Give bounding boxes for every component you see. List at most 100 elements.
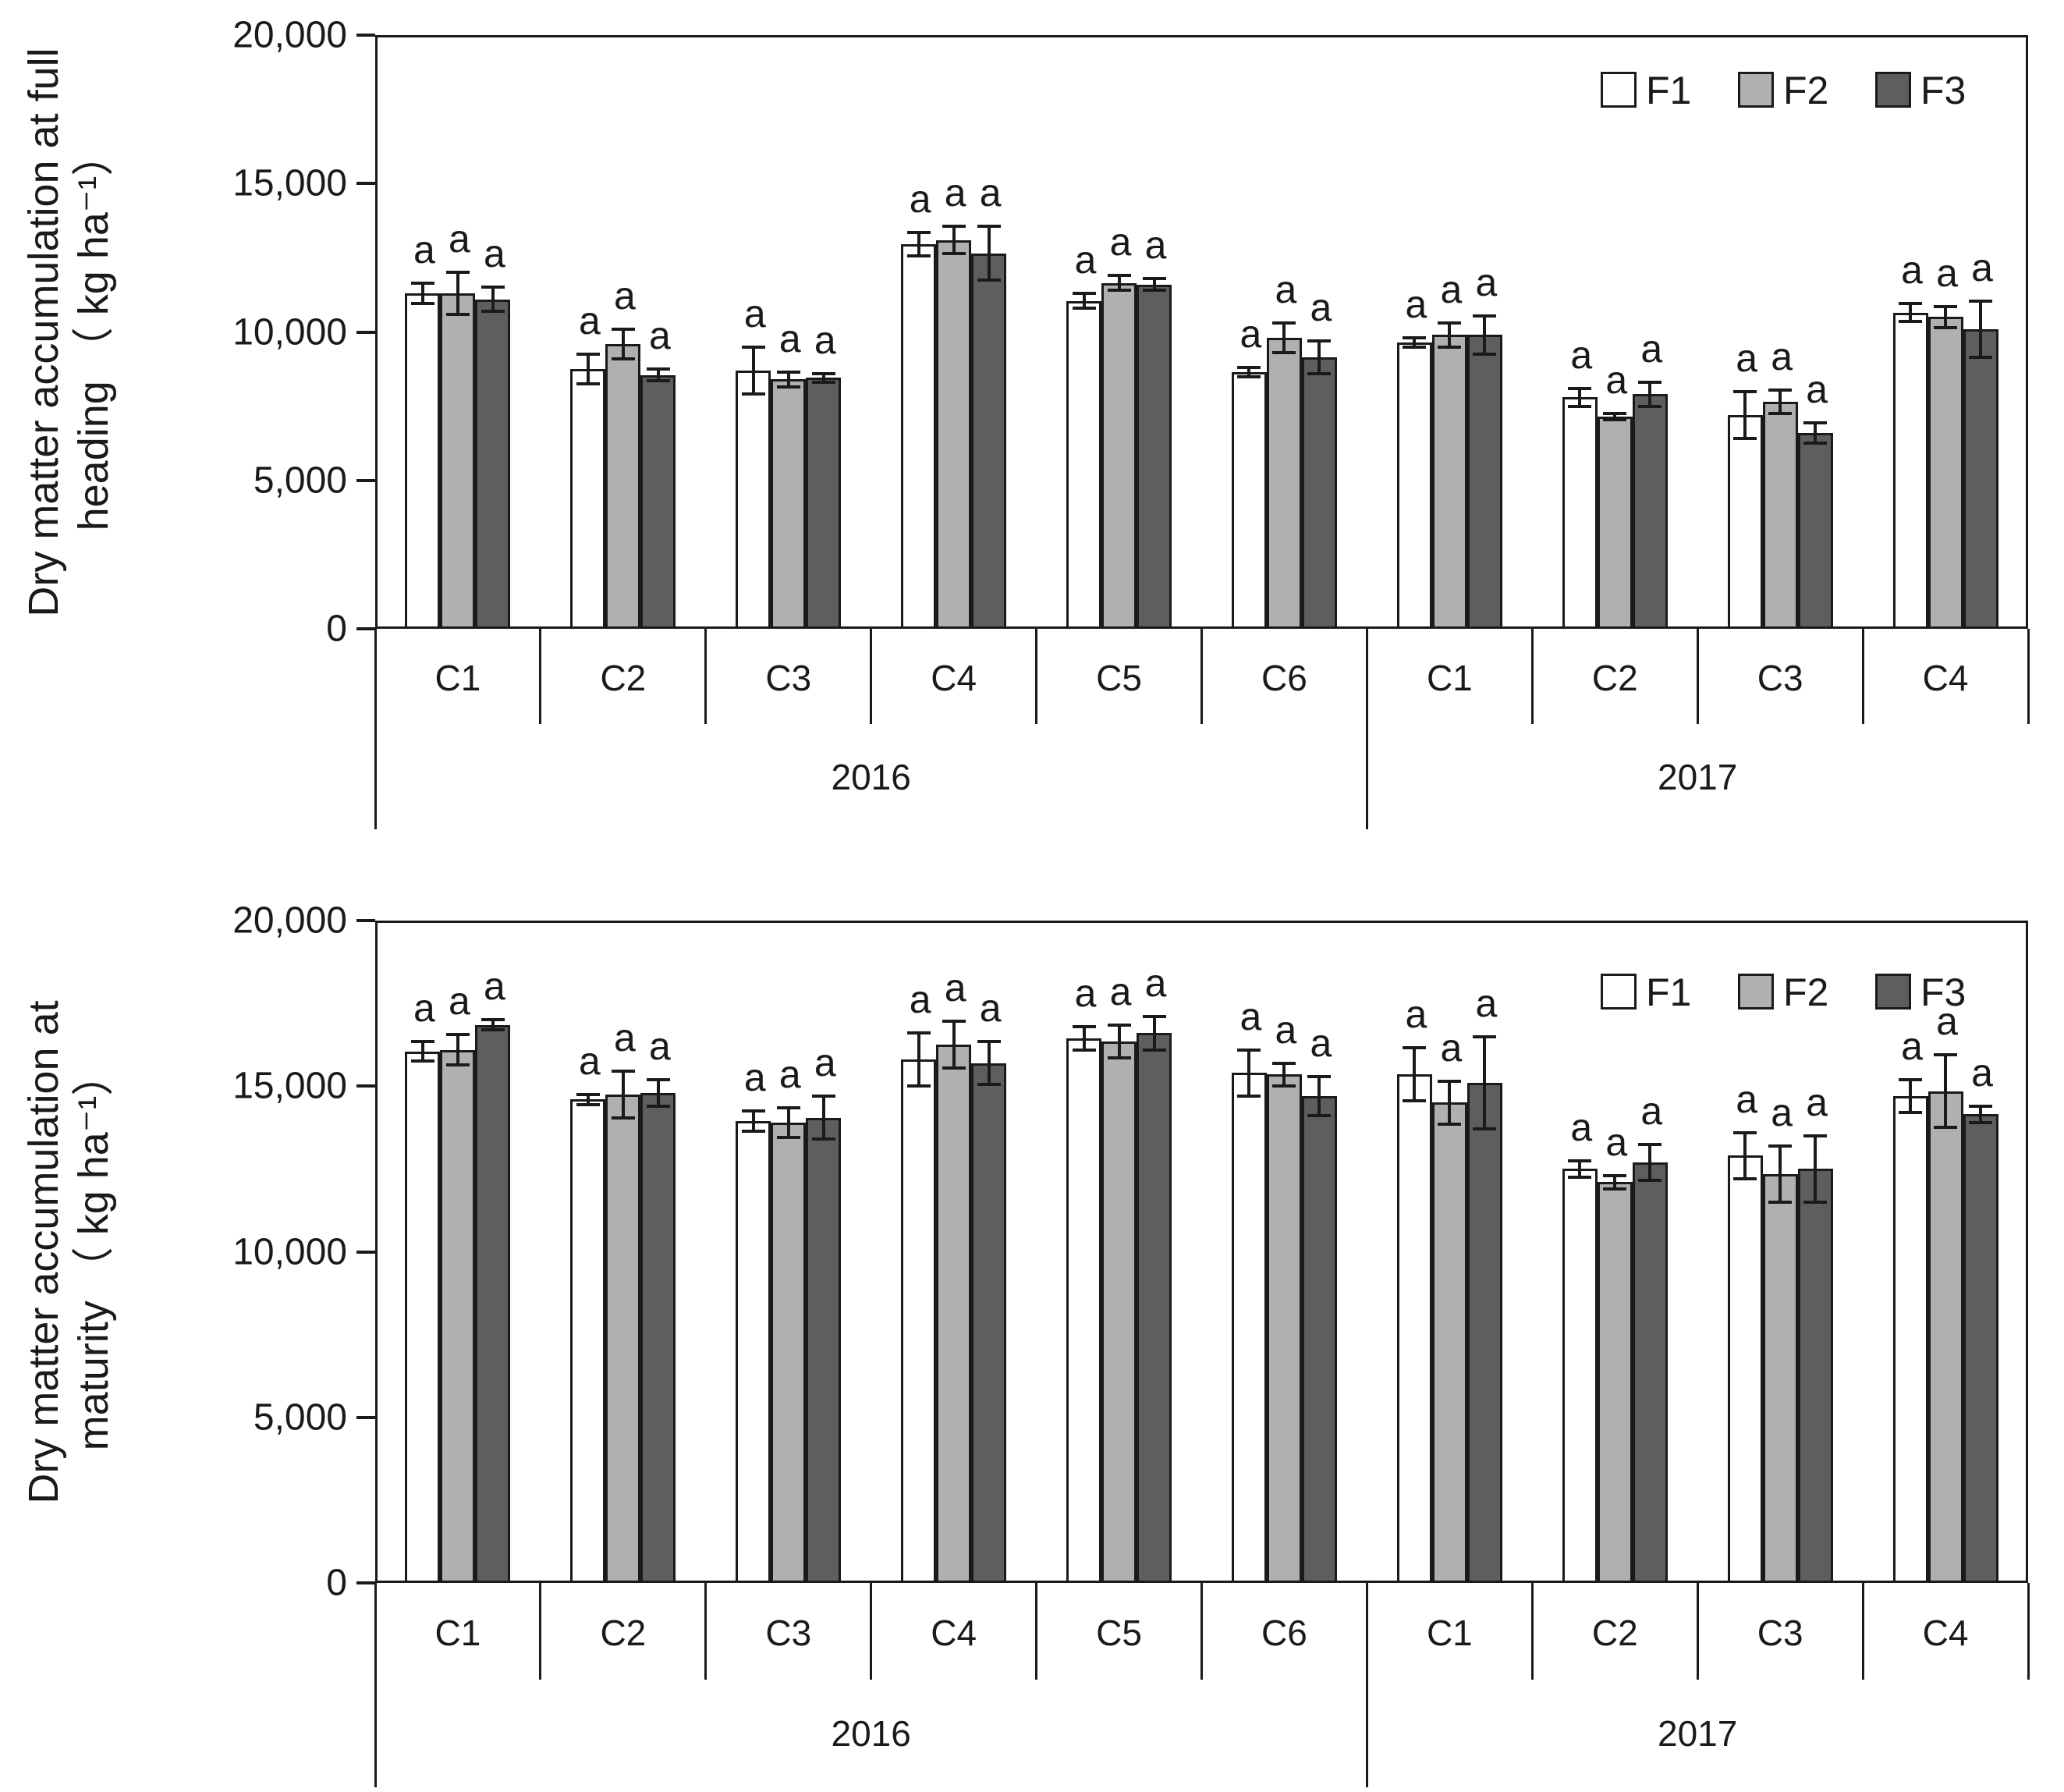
error-bar-cap-top [1803,1134,1828,1137]
category-separator [704,629,708,724]
error-bar-cap-top [1568,1159,1592,1162]
year-label: 2016 [831,1713,911,1754]
bar-f3 [806,378,842,629]
error-bar-cap-bottom [1934,325,1958,329]
y-axis-tick-label: 5,000 [253,460,347,502]
error-bar-cap-bottom [611,1116,635,1120]
error-bar-cap-bottom [776,385,800,389]
category-separator [1035,629,1038,724]
error-bar-cap-top [576,353,600,357]
error-bar-cap-bottom [811,1137,835,1141]
error-bar-cap-top [1768,388,1793,392]
error-bar-cap-top [1603,1173,1627,1177]
error-bar-cap-bottom [1438,1123,1462,1127]
significance-letter: a [1074,238,1097,282]
category-separator [1861,629,1864,724]
y-axis-title-line: Dry matter accumulation at [20,999,67,1504]
error-bar [1578,1160,1582,1177]
significance-letter: a [814,1040,836,1084]
category-label: C4 [1922,658,1969,699]
error-bar-cap-bottom [1899,320,1923,324]
significance-letter: a [1275,268,1297,312]
error-bar-cap-top [611,327,635,331]
error-bar-cap-top [1142,1015,1166,1019]
bar-f2 [1762,401,1798,629]
category-label: C6 [1261,1613,1307,1654]
error-bar-cap-bottom [646,379,670,383]
significance-letter: a [1605,1120,1628,1164]
significance-letter: a [449,217,470,261]
error-bar-cap-bottom [611,357,635,360]
error-bar-cap-top [1899,302,1923,306]
bar-f3 [971,253,1007,629]
error-bar-cap-bottom [1934,1126,1958,1130]
year-boundary-line [1365,629,1368,829]
bar-f3 [1466,1083,1502,1583]
category-separator [539,1583,542,1680]
y-axis-tick [356,1581,375,1584]
significance-letter: a [578,1038,601,1083]
bar-f3 [1797,1169,1833,1583]
error-bar-cap-bottom [741,392,765,396]
bar-f1 [1396,342,1432,629]
error-bar-cap-bottom [1768,412,1793,416]
bar-f3 [1632,1162,1668,1583]
error-bar [1743,391,1747,439]
bar-f2 [771,379,807,629]
y-axis-tick-label: 5,000 [253,1396,347,1439]
significance-letter: a [1475,260,1498,304]
significance-letter: a [743,1056,766,1100]
error-bar-cap-top [741,1109,765,1113]
error-bar-cap-bottom [1733,437,1757,441]
legend-swatch-f2 [1738,72,1774,108]
legend-swatch-f1 [1601,974,1637,1010]
error-bar [1944,307,1948,328]
error-bar [1613,413,1617,420]
bar-f2 [1101,1041,1137,1583]
error-bar [786,371,790,387]
error-bar-cap-top [1142,277,1166,280]
significance-letter: a [648,314,671,358]
significance-letter: a [1936,999,1958,1043]
bar-f2 [1927,1091,1963,1583]
error-bar [1648,1144,1652,1181]
bar-f3 [1301,1095,1337,1583]
category-separator [2027,629,2030,724]
bar-f1 [1562,1169,1598,1583]
significance-letter: a [484,964,505,1009]
error-bar-cap-top [1473,1034,1497,1038]
y-axis-tick [356,330,375,334]
error-bar-cap-bottom [942,251,966,255]
category-label: C4 [1922,1613,1969,1654]
error-bar-cap-top [1438,321,1462,325]
error-bar-cap-top [1934,305,1958,309]
category-separator [1861,1583,1864,1680]
y-axis-tick [356,1415,375,1419]
significance-letter: a [1475,981,1498,1025]
error-bar-cap-bottom [1142,289,1166,293]
error-bar-cap-top [1403,336,1427,340]
error-bar [917,232,920,257]
error-bar-cap-top [1934,1052,1958,1056]
y-axis-tick-label: 10,000 [232,1231,347,1272]
category-separator [1530,629,1534,724]
category-label: C1 [434,658,481,699]
error-bar [1779,1145,1782,1202]
error-bar-cap-bottom [1307,1114,1332,1118]
error-bar-cap-bottom [445,1063,470,1066]
error-bar-cap-top [646,367,670,371]
bar-f1 [901,244,937,629]
error-bar [751,346,755,395]
significance-letter: a [1144,223,1167,267]
error-bar-cap-bottom [481,1028,505,1032]
error-bar-cap-top [811,1094,835,1098]
error-bar [656,369,660,381]
y-axis-title-line: Dry matter accumulation at full [20,47,67,617]
error-bar [1082,293,1086,309]
significance-letter: a [413,227,435,271]
year-label: 2017 [1658,1713,1738,1754]
bar-f3 [1963,328,1998,629]
error-bar-cap-bottom [942,1066,966,1070]
significance-letter: a [1310,285,1332,329]
error-bar-cap-top [1272,321,1296,325]
